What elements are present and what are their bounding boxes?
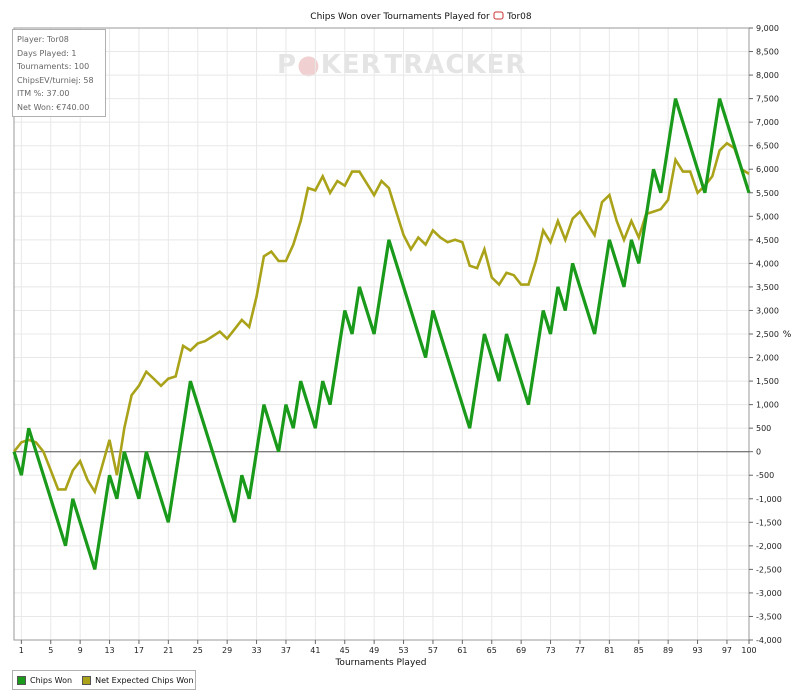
y-tick-label: 0 bbox=[756, 448, 761, 457]
y-tick-label: 5,000 bbox=[756, 212, 779, 221]
y-tick-label: -500 bbox=[756, 471, 774, 480]
x-tick-label: 69 bbox=[516, 646, 526, 655]
x-tick-label: 97 bbox=[722, 646, 732, 655]
x-tick-label: 89 bbox=[663, 646, 673, 655]
x-tick-label: 5 bbox=[48, 646, 53, 655]
legend-label-net-expected: Net Expected Chips Won bbox=[95, 675, 194, 685]
x-tick-label: 49 bbox=[369, 646, 379, 655]
x-tick-label: 93 bbox=[692, 646, 702, 655]
x-tick-label: 37 bbox=[281, 646, 291, 655]
x-tick-label: 57 bbox=[428, 646, 438, 655]
y-tick-label: -1,000 bbox=[756, 495, 782, 504]
player-stats-box: Player: Tor08 Days Played: 1 Tournaments… bbox=[12, 29, 106, 117]
series-line-net-expected-chips-won bbox=[12, 141, 750, 495]
y-tick-label: -3,000 bbox=[756, 589, 782, 598]
y-tick-label: 2,000 bbox=[756, 354, 779, 363]
x-tick-label: 17 bbox=[134, 646, 144, 655]
x-tick-label: 100 bbox=[741, 646, 756, 655]
x-tick-label: 65 bbox=[487, 646, 497, 655]
legend-item-net-expected[interactable]: Net Expected Chips Won bbox=[82, 675, 194, 685]
stat-player: Player: Tor08 bbox=[17, 35, 69, 44]
legend-swatch-net-expected bbox=[82, 675, 92, 685]
x-tick-label: 25 bbox=[193, 646, 203, 655]
y-tick-label: 7,000 bbox=[756, 118, 779, 127]
y-axis-title: % bbox=[783, 330, 792, 340]
y-tick-label: 6,000 bbox=[756, 165, 779, 174]
y-tick-label: 500 bbox=[756, 424, 771, 433]
x-tick-label: 41 bbox=[310, 646, 320, 655]
y-tick-label: 4,000 bbox=[756, 259, 779, 268]
x-tick-label: 29 bbox=[222, 646, 232, 655]
player-site-icon bbox=[493, 11, 504, 20]
y-tick-label: 1,500 bbox=[756, 377, 779, 386]
x-axis-ticks: 1 5 9 13 17 21 25 29 33 37 41 45 49 53 57 61 65 69 73 77 81 8… bbox=[19, 640, 757, 655]
y-tick-label: 4,500 bbox=[756, 236, 779, 245]
y-tick-label: -4,000 bbox=[756, 636, 782, 645]
y-tick-label: 8,000 bbox=[756, 71, 779, 80]
x-tick-label: 61 bbox=[457, 646, 467, 655]
x-tick-label: 45 bbox=[340, 646, 350, 655]
x-tick-label: 9 bbox=[78, 646, 83, 655]
legend-item-chips-won[interactable]: Chips Won bbox=[17, 675, 73, 685]
x-tick-label: 21 bbox=[163, 646, 173, 655]
stat-itm: ITM %: 37.00 bbox=[17, 89, 70, 99]
series-line-chips-won bbox=[12, 98, 751, 570]
chart-grid bbox=[14, 27, 750, 641]
x-tick-label: 85 bbox=[634, 646, 644, 655]
y-tick-label: 3,000 bbox=[756, 306, 779, 315]
y-tick-label: 7,500 bbox=[756, 95, 779, 104]
x-tick-label: 33 bbox=[251, 646, 261, 655]
stat-chipsev: ChipsEV/turniej: 58 bbox=[17, 75, 94, 85]
y-tick-label: -2,500 bbox=[756, 565, 782, 574]
x-tick-label: 81 bbox=[604, 646, 614, 655]
x-tick-label: 13 bbox=[104, 646, 114, 655]
y-tick-label: 6,500 bbox=[756, 142, 779, 151]
y-tick-label: 8,500 bbox=[756, 48, 779, 57]
y-tick-label: 3,500 bbox=[756, 283, 779, 292]
chart-title-player: Tor08 bbox=[506, 12, 532, 22]
y-tick-label: -1,500 bbox=[756, 518, 782, 527]
y-tick-label: 1,000 bbox=[756, 401, 779, 410]
series-layer bbox=[12, 98, 751, 570]
stat-days-played: Days Played: 1 bbox=[17, 48, 77, 58]
y-tick-label: 9,000 bbox=[756, 24, 779, 33]
x-tick-label: 73 bbox=[545, 646, 555, 655]
stat-net-won: Net Won: €740.00 bbox=[17, 102, 90, 112]
y-tick-label: -2,000 bbox=[756, 542, 782, 551]
legend-label-chips-won: Chips Won bbox=[30, 675, 73, 685]
y-axis-ticks: -4,000 -3,500 -3,000 -2,500 -2,000 -1,500 -1,0… bbox=[749, 24, 782, 645]
y-tick-label: 2,500 bbox=[756, 330, 779, 339]
y-tick-label: 5,500 bbox=[756, 189, 779, 198]
stat-tournaments: Tournaments: 100 bbox=[17, 62, 90, 72]
x-tick-label: 77 bbox=[575, 646, 585, 655]
x-tick-label: 1 bbox=[19, 646, 24, 655]
chart-title: Chips Won over Tournaments Played for bbox=[310, 12, 490, 22]
legend-swatch-chips-won bbox=[17, 675, 26, 685]
y-tick-label: -3,500 bbox=[756, 612, 782, 621]
x-axis-title: Tournaments Played bbox=[334, 658, 426, 668]
x-tick-label: 53 bbox=[398, 646, 408, 655]
chart-legend: Chips Won Net Expected Chips Won bbox=[12, 670, 196, 690]
